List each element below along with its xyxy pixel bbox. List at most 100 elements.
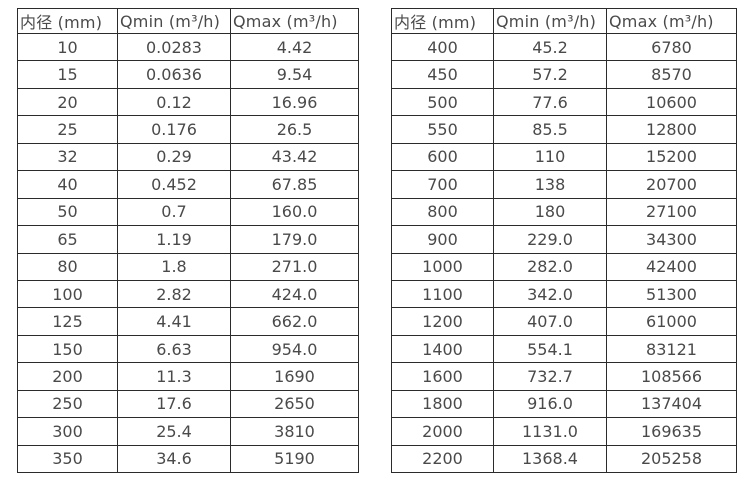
table-cell: 26.5 xyxy=(230,115,359,144)
table-row: 65 1.19 179.0 xyxy=(17,225,359,254)
table-cell: 80 xyxy=(17,252,118,281)
table-body: 10 0.0283 4.42 15 0.0636 9.54 20 0.12 16.96 25 0.1… xyxy=(17,32,359,474)
table-cell: 1690 xyxy=(230,362,359,391)
table-cell: 350 xyxy=(17,444,118,474)
table-row: 80 1.8 271.0 xyxy=(17,252,359,281)
table-cell: 12800 xyxy=(606,115,737,144)
table-row: 1400 554.1 83121 xyxy=(391,334,737,364)
table-cell: 150 xyxy=(17,334,118,364)
table-cell: 550 xyxy=(391,115,494,144)
table-row: 1100 342.0 51300 xyxy=(391,279,737,309)
header-inner-diameter: 内径 (mm) xyxy=(17,8,118,34)
table-row: 25 0.176 26.5 xyxy=(17,115,359,144)
table-row: 125 4.41 662.0 xyxy=(17,307,359,336)
table-row: 20 0.12 16.96 xyxy=(17,87,359,117)
table-row: 40 0.452 67.85 xyxy=(17,170,359,199)
table-row: 900 229.0 34300 xyxy=(391,225,737,254)
header-qmin: Qmin (m³/h) xyxy=(493,8,607,34)
table-cell: 700 xyxy=(391,170,494,199)
table-cell: 160.0 xyxy=(230,197,359,227)
table-cell: 0.29 xyxy=(117,142,231,172)
table-cell: 1800 xyxy=(391,389,494,419)
table-cell: 85.5 xyxy=(493,115,607,144)
flow-table-small-diameters: 内径 (mm) Qmin (m³/h) Qmax (m³/h) 10 0.0283… xyxy=(17,8,359,474)
table-cell: 34.6 xyxy=(117,444,231,474)
table-cell: 2200 xyxy=(391,444,494,474)
table-cell: 954.0 xyxy=(230,334,359,364)
table-cell: 732.7 xyxy=(493,362,607,391)
table-row: 100 2.82 424.0 xyxy=(17,279,359,309)
table-cell: 20700 xyxy=(606,170,737,199)
table-cell: 5190 xyxy=(230,444,359,474)
table-row: 200 11.3 1690 xyxy=(17,362,359,391)
table-row: 700 138 20700 xyxy=(391,170,737,199)
table-cell: 9.54 xyxy=(230,60,359,89)
table-cell: 450 xyxy=(391,60,494,89)
header-qmax: Qmax (m³/h) xyxy=(230,8,359,34)
table-row: 1800 916.0 137404 xyxy=(391,389,737,419)
table-cell: 1200 xyxy=(391,307,494,336)
table-cell: 662.0 xyxy=(230,307,359,336)
table-cell: 10600 xyxy=(606,87,737,117)
table-row: 1000 282.0 42400 xyxy=(391,252,737,281)
table-cell: 42400 xyxy=(606,252,737,281)
table-cell: 180 xyxy=(493,197,607,227)
table-row: 500 77.6 10600 xyxy=(391,87,737,117)
table-cell: 3810 xyxy=(230,417,359,446)
table-row: 250 17.6 2650 xyxy=(17,389,359,419)
table-cell: 0.452 xyxy=(117,170,231,199)
table-row: 450 57.2 8570 xyxy=(391,60,737,89)
table-row: 50 0.7 160.0 xyxy=(17,197,359,227)
table-row: 2000 1131.0 169635 xyxy=(391,417,737,446)
table-cell: 27100 xyxy=(606,197,737,227)
table-cell: 4.42 xyxy=(230,32,359,62)
table-cell: 2.82 xyxy=(117,279,231,309)
table-cell: 61000 xyxy=(606,307,737,336)
table-header-row: 内径 (mm) Qmin (m³/h) Qmax (m³/h) xyxy=(17,8,359,34)
table-row: 600 110 15200 xyxy=(391,142,737,172)
tables-container: 内径 (mm) Qmin (m³/h) Qmax (m³/h) 10 0.0283… xyxy=(17,8,737,474)
table-cell: 8570 xyxy=(606,60,737,89)
table-cell: 200 xyxy=(17,362,118,391)
table-cell: 67.85 xyxy=(230,170,359,199)
table-cell: 125 xyxy=(17,307,118,336)
table-cell: 1.19 xyxy=(117,225,231,254)
table-cell: 6780 xyxy=(606,32,737,62)
table-cell: 424.0 xyxy=(230,279,359,309)
header-qmax: Qmax (m³/h) xyxy=(606,8,737,34)
table-cell: 407.0 xyxy=(493,307,607,336)
table-cell: 229.0 xyxy=(493,225,607,254)
table-row: 350 34.6 5190 xyxy=(17,444,359,474)
table-cell: 45.2 xyxy=(493,32,607,62)
table-cell: 51300 xyxy=(606,279,737,309)
table-cell: 900 xyxy=(391,225,494,254)
table-cell: 1600 xyxy=(391,362,494,391)
table-cell: 271.0 xyxy=(230,252,359,281)
table-cell: 0.0636 xyxy=(117,60,231,89)
table-cell: 100 xyxy=(17,279,118,309)
table-cell: 138 xyxy=(493,170,607,199)
table-cell: 34300 xyxy=(606,225,737,254)
table-cell: 16.96 xyxy=(230,87,359,117)
table-cell: 1400 xyxy=(391,334,494,364)
table-cell: 65 xyxy=(17,225,118,254)
table-cell: 205258 xyxy=(606,444,737,474)
table-cell: 110 xyxy=(493,142,607,172)
table-cell: 25 xyxy=(17,115,118,144)
header-qmin: Qmin (m³/h) xyxy=(117,8,231,34)
table-cell: 17.6 xyxy=(117,389,231,419)
table-cell: 50 xyxy=(17,197,118,227)
table-cell: 43.42 xyxy=(230,142,359,172)
table-cell: 916.0 xyxy=(493,389,607,419)
table-cell: 250 xyxy=(17,389,118,419)
table-cell: 600 xyxy=(391,142,494,172)
table-cell: 83121 xyxy=(606,334,737,364)
table-cell: 800 xyxy=(391,197,494,227)
table-cell: 400 xyxy=(391,32,494,62)
table-row: 300 25.4 3810 xyxy=(17,417,359,446)
table-cell: 300 xyxy=(17,417,118,446)
table-row: 550 85.5 12800 xyxy=(391,115,737,144)
table-cell: 77.6 xyxy=(493,87,607,117)
header-inner-diameter: 内径 (mm) xyxy=(391,8,494,34)
table-row: 15 0.0636 9.54 xyxy=(17,60,359,89)
